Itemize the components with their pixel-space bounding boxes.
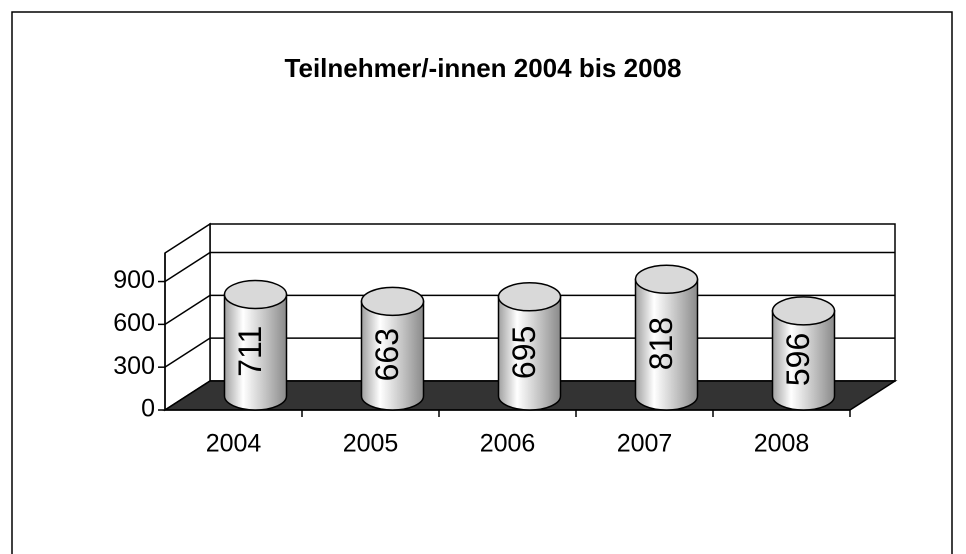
grid-line <box>164 337 211 368</box>
x-tick-label: 2004 <box>206 430 262 458</box>
value-label: 711 <box>232 326 268 377</box>
side-wall <box>164 222 211 412</box>
x-tick-label: 2006 <box>480 430 536 458</box>
cylinder-body <box>223 293 288 411</box>
cylinder-top <box>634 264 699 294</box>
value-label: 663 <box>369 328 405 381</box>
grid-line <box>164 251 211 283</box>
cylinder-top <box>360 286 425 317</box>
x-tick-label: 2007 <box>617 430 673 458</box>
bar <box>634 264 699 411</box>
bar <box>360 286 425 411</box>
cylinder-body <box>497 296 562 411</box>
grid-line <box>164 294 211 325</box>
value-label: 695 <box>506 326 542 379</box>
cylinder-body <box>360 300 425 411</box>
cylinder-top <box>497 282 562 312</box>
value-label: 818 <box>643 317 679 370</box>
chart-title: Teilnehmer/-innen 2004 bis 2008 <box>285 53 682 83</box>
x-tick-label: 2005 <box>343 430 399 458</box>
y-tick-label: 900 <box>113 266 155 294</box>
bar <box>497 282 562 411</box>
cylinder-top <box>771 296 836 326</box>
y-tick-label: 300 <box>113 352 155 380</box>
bar <box>223 279 288 411</box>
y-tick-label: 600 <box>113 309 155 337</box>
cylinder-body <box>771 310 836 411</box>
cylinder-body <box>634 278 699 411</box>
y-tick-label: 0 <box>141 395 155 423</box>
cylinder-top <box>223 279 288 310</box>
x-tick-label: 2008 <box>754 430 810 458</box>
value-label: 596 <box>780 333 816 386</box>
bar <box>771 296 836 411</box>
